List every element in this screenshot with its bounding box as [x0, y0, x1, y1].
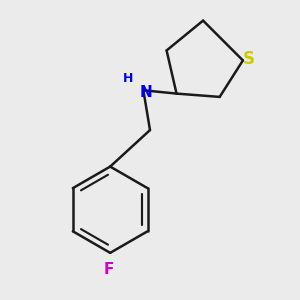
Text: H: H [123, 72, 134, 85]
Text: S: S [243, 50, 255, 68]
Text: N: N [140, 85, 152, 100]
Text: F: F [103, 262, 114, 277]
